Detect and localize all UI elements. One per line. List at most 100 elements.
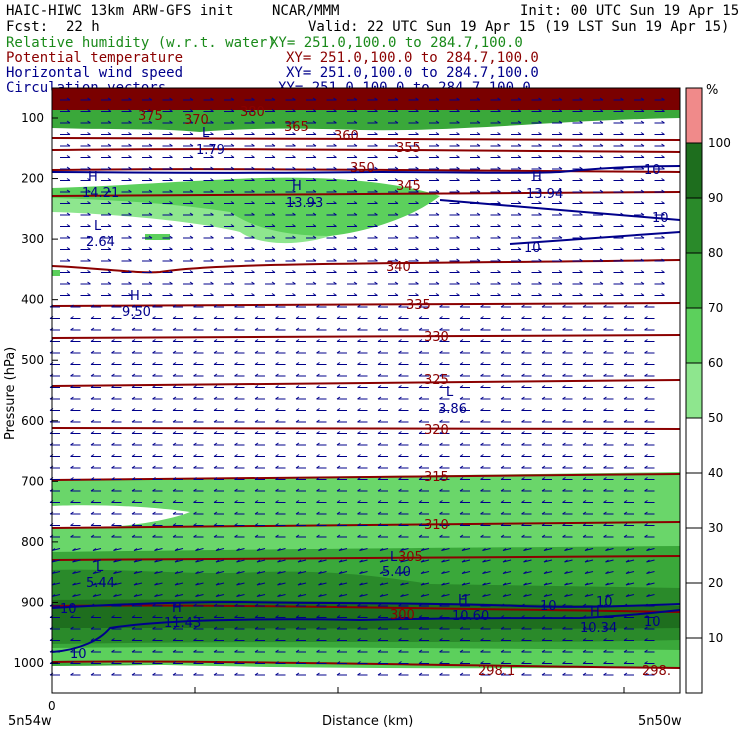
- extremum-l-179: L 1.79: [196, 126, 225, 158]
- vector-head: [562, 373, 566, 377]
- vector-head: [558, 166, 563, 170]
- vector-head: [500, 339, 505, 342]
- theta-label-305: 305: [398, 550, 423, 565]
- vector-head: [415, 201, 419, 204]
- extremum-l-386: L 3.86: [438, 385, 467, 417]
- vector-head: [623, 523, 628, 526]
- wind-label: 10: [644, 163, 661, 178]
- vector-head: [107, 247, 112, 250]
- vector-head: [172, 408, 177, 411]
- vector-head: [441, 582, 445, 586]
- vector-head: [111, 362, 115, 365]
- theta-line-360: [51, 136, 681, 141]
- vector-head: [500, 316, 505, 319]
- vector-head: [295, 419, 300, 423]
- vector-head: [480, 638, 484, 641]
- vector-head: [148, 270, 153, 273]
- vector-head: [521, 672, 525, 676]
- vector-head: [517, 281, 522, 285]
- vector-head: [521, 362, 525, 365]
- vector-head: [169, 189, 173, 193]
- vector-head: [295, 431, 300, 434]
- vector-head: [415, 235, 419, 239]
- vector-head: [131, 339, 136, 342]
- vector-head: [497, 155, 501, 158]
- vector-head: [541, 396, 546, 400]
- vector-head: [295, 638, 300, 641]
- vector-head: [500, 500, 505, 503]
- vector-head: [584, 559, 589, 563]
- vector-head: [579, 201, 583, 204]
- vector-head: [480, 316, 484, 319]
- vector-head: [70, 615, 74, 618]
- extremum-type: H: [458, 593, 468, 608]
- vector-head: [500, 672, 505, 676]
- vector-head: [210, 143, 214, 147]
- vector-head: [316, 672, 320, 676]
- vector-head: [603, 339, 607, 342]
- vector-head: [456, 97, 460, 101]
- theta-label-320: 320: [424, 423, 449, 438]
- vector-head: [541, 350, 546, 354]
- vector-head: [254, 362, 259, 365]
- vector-head: [459, 419, 464, 423]
- vector-head: [500, 523, 505, 526]
- vector-head: [497, 247, 501, 250]
- vector-head: [623, 500, 628, 503]
- vector-head: [316, 442, 320, 446]
- vector-head: [251, 143, 255, 147]
- vector-head: [193, 339, 197, 342]
- vector-head: [336, 500, 341, 503]
- vector-head: [620, 224, 624, 227]
- vector-head: [152, 477, 156, 480]
- theta-label-298: 298.: [642, 664, 671, 679]
- vector-head: [90, 396, 95, 400]
- vector-head: [517, 97, 522, 101]
- vector-head: [379, 571, 384, 574]
- vector-head: [189, 258, 194, 262]
- vector-head: [521, 396, 525, 400]
- vector-head: [131, 362, 136, 365]
- vector-head: [579, 132, 583, 135]
- vector-head: [316, 626, 320, 630]
- theta-label-335: 335: [406, 298, 431, 313]
- vector-head: [128, 97, 132, 101]
- vector-head: [523, 594, 527, 597]
- vector-head: [169, 235, 173, 239]
- vector-head: [623, 615, 628, 618]
- vector-head: [418, 408, 423, 411]
- valid-label: Valid: 22 UTC Sun 19 Apr 15 (19 LST Sun …: [308, 19, 729, 35]
- vector-head: [646, 582, 650, 586]
- vector-head: [111, 339, 115, 342]
- vector-head: [234, 431, 238, 434]
- vector-head: [541, 373, 546, 377]
- vector-head: [213, 477, 218, 480]
- vector-head: [333, 293, 337, 296]
- vector-head: [497, 132, 501, 135]
- vector-head: [148, 235, 153, 239]
- vector-head: [435, 293, 440, 296]
- vector-head: [620, 155, 624, 158]
- vector-head: [603, 373, 607, 377]
- vector-head: [193, 603, 197, 607]
- theta-label-380: 380: [240, 105, 265, 120]
- vector-head: [500, 454, 505, 457]
- vector-head: [599, 293, 604, 296]
- vector-head: [295, 396, 300, 400]
- vector-head: [152, 649, 156, 653]
- vector-head: [439, 339, 443, 342]
- vector-head: [377, 385, 382, 388]
- vector-head: [456, 178, 460, 181]
- vector-head: [579, 224, 583, 227]
- vector-head: [131, 488, 136, 492]
- vector-head: [292, 189, 296, 193]
- vector-head: [148, 178, 153, 181]
- vector-head: [152, 672, 156, 676]
- vector-head: [316, 465, 320, 469]
- vector-head: [271, 224, 276, 227]
- vector-head: [230, 120, 235, 124]
- vector-head: [251, 201, 255, 204]
- vector-head: [72, 548, 76, 551]
- vector-head: [644, 500, 648, 503]
